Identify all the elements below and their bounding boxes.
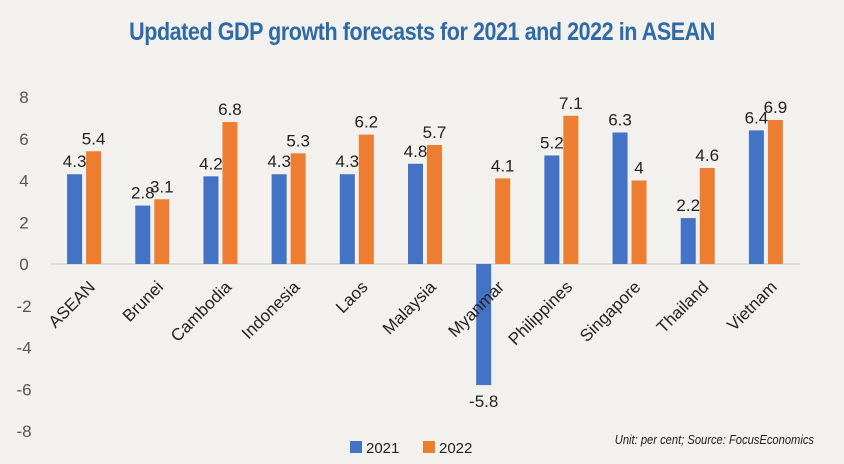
data-label: 5.7 <box>423 123 447 142</box>
data-label: 6.2 <box>354 113 378 132</box>
bar-2021-brunei <box>135 205 151 264</box>
bar-2022-asean <box>86 151 102 264</box>
data-label: 2.2 <box>676 196 700 215</box>
bar-2021-singapore <box>612 132 628 264</box>
bar-2022-indonesia <box>290 153 306 264</box>
category-label: ASEAN <box>45 277 99 331</box>
bar-2021-cambodia <box>203 176 219 264</box>
category-label: Cambodia <box>167 277 236 346</box>
data-label: 5.4 <box>82 129 106 148</box>
data-label: 2.8 <box>131 184 155 203</box>
bar-2022-brunei <box>154 199 170 264</box>
data-label: 6.8 <box>218 100 242 119</box>
legend-label: 2021 <box>366 440 399 457</box>
category-label: Malaysia <box>379 277 440 338</box>
data-label: 3.1 <box>150 177 174 196</box>
bar-2021-asean <box>67 174 83 264</box>
chart-title: Updated GDP growth forecasts for 2021 an… <box>129 18 715 46</box>
bar-2021-vietnam <box>748 130 764 264</box>
data-label: 4.3 <box>63 152 87 171</box>
bar-2022-vietnam <box>767 119 783 265</box>
data-label: 6.9 <box>764 98 788 117</box>
y-tick-label: -8 <box>16 422 31 441</box>
y-tick-label: 6 <box>19 130 28 149</box>
bar-2022-thailand <box>699 167 715 264</box>
y-tick-label: 0 <box>19 255 28 274</box>
category-label: Vietnam <box>723 277 780 334</box>
y-tick-label: -2 <box>16 297 31 316</box>
data-label: 7.1 <box>559 94 583 113</box>
data-label: -5.8 <box>469 392 498 411</box>
category-label: Singapore <box>576 277 644 345</box>
bar-2022-singapore <box>631 180 647 264</box>
bar-2022-philippines <box>563 115 579 264</box>
category-label: Brunei <box>119 277 167 325</box>
data-label: 4.6 <box>695 146 719 165</box>
data-label: 6.3 <box>608 110 632 129</box>
y-tick-label: 4 <box>19 172 28 191</box>
data-label: 6.4 <box>745 108 769 127</box>
legend-swatch-2021 <box>350 441 362 453</box>
category-label: Laos <box>332 277 372 317</box>
y-tick-label: 8 <box>19 88 28 107</box>
data-label: 4.1 <box>491 156 515 175</box>
source-note: Unit: per cent; Source: FocusEconomics <box>615 432 814 447</box>
bar-2021-thailand <box>680 218 696 264</box>
y-tick-label: -6 <box>16 380 31 399</box>
category-label: Philippines <box>505 277 577 349</box>
category-label: Thailand <box>653 277 713 337</box>
bar-2021-philippines <box>544 155 560 264</box>
bar-2021-laos <box>339 174 355 264</box>
y-tick-label: 2 <box>19 213 28 232</box>
y-tick-label: -4 <box>16 339 31 358</box>
bar-2022-myanmar <box>495 178 511 264</box>
data-label: 5.2 <box>540 133 564 152</box>
data-label: 5.3 <box>286 131 310 150</box>
bar-2021-malaysia <box>408 163 423 264</box>
bar-2022-malaysia <box>427 145 442 264</box>
data-label: 4.2 <box>199 154 223 173</box>
category-label: Indonesia <box>238 277 304 343</box>
bar-2022-cambodia <box>222 122 238 264</box>
bar-2021-myanmar <box>476 264 492 386</box>
data-label: 4.3 <box>267 152 291 171</box>
data-label: 4 <box>634 159 643 178</box>
data-label: 4.8 <box>404 142 428 161</box>
legend-swatch-2022 <box>423 441 435 453</box>
legend-label: 2022 <box>439 440 472 457</box>
data-label: 4.3 <box>335 152 359 171</box>
bar-2021-indonesia <box>271 174 287 264</box>
bar-2022-laos <box>358 134 374 264</box>
